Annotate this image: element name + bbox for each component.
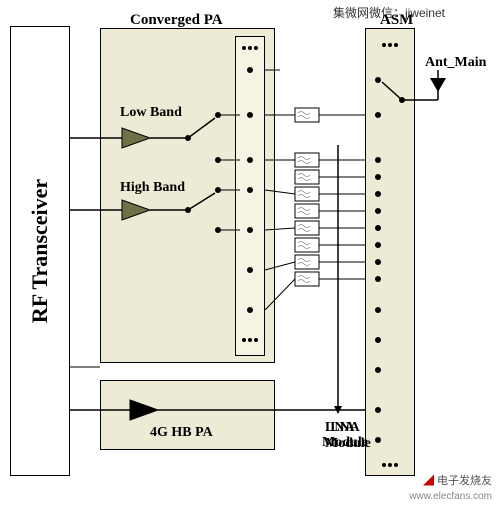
high-band-amp bbox=[122, 200, 150, 220]
hb-pa-amp bbox=[130, 400, 158, 420]
low-band-amp bbox=[122, 128, 150, 148]
diagram-svg bbox=[0, 0, 500, 506]
